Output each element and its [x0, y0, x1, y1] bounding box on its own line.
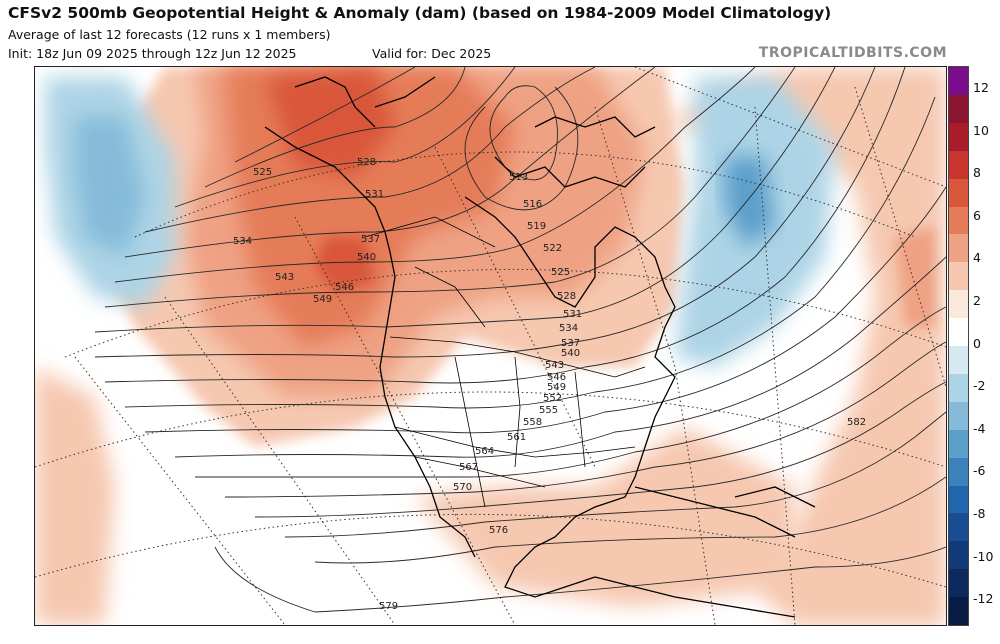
contour-label: 528	[357, 157, 376, 168]
map-panel: 525 528 531 534 537 540 543 546 549 513 …	[34, 66, 947, 626]
colorbar-tick-label: -12	[973, 591, 994, 607]
negative-anomaly-shading	[45, 77, 835, 367]
contour-label: 564	[475, 446, 494, 457]
contour-label: 519	[527, 221, 546, 232]
contour-label: 543	[545, 360, 564, 371]
contour-label: 546	[335, 282, 354, 293]
colorbar-segment	[949, 485, 968, 514]
colorbar-segment	[949, 262, 968, 291]
contour-label: 540	[357, 252, 376, 263]
contour-label: 531	[365, 189, 384, 200]
political-borders	[364, 216, 646, 508]
contour-label: 540	[561, 348, 580, 359]
colorbar-segment	[949, 401, 968, 431]
contour-label: 576	[489, 525, 508, 536]
colorbar-tick-label: 2	[973, 293, 981, 308]
colorbar-segment	[949, 290, 968, 319]
colorbar-segment	[949, 429, 968, 459]
contour-label: 525	[551, 267, 570, 278]
colorbar-segment	[949, 513, 968, 542]
colorbar-segment	[949, 597, 968, 626]
contour-label: 513	[509, 172, 528, 183]
height-contours	[94, 67, 946, 613]
contour-label: 552	[543, 393, 562, 404]
colorbar-tick-label: 10	[973, 122, 989, 138]
colorbar-segment	[949, 569, 968, 598]
map-canvas: 525 528 531 534 537 540 543 546 549 513 …	[35, 67, 946, 625]
colorbar-tick-label: 12	[973, 80, 989, 95]
colorbar-tick-label: -6	[973, 463, 986, 479]
contour-label: 534	[233, 236, 252, 247]
colorbar-segment	[949, 346, 968, 375]
contour-label: 570	[453, 482, 472, 493]
colorbar-tick-label: 0	[973, 335, 981, 351]
colorbar-segment	[949, 67, 968, 96]
colorbar-segment	[949, 541, 968, 570]
contour-label: 567	[459, 462, 478, 473]
colorbar-tick-label: 8	[973, 165, 981, 181]
colorbar-segment	[949, 373, 968, 403]
colorbar-tick-label: -2	[973, 378, 986, 394]
contour-label: 528	[557, 291, 576, 302]
contour-label: 531	[563, 309, 582, 320]
colorbar-tick-label: -10	[973, 548, 994, 564]
contour-label: 549	[547, 382, 566, 393]
contour-label: 546	[547, 372, 566, 383]
brand-watermark: TROPICALTIDBITS.COM	[758, 45, 947, 61]
colorbar-tick-label: -8	[973, 506, 986, 521]
contour-label: 555	[539, 405, 558, 416]
init-time: Init: 18z Jun 09 2025 through 12z Jun 12…	[8, 46, 297, 61]
graticule	[35, 67, 946, 625]
colorbar-segment	[949, 234, 968, 263]
colorbar-tick-label: 4	[973, 250, 981, 266]
valid-time: Valid for: Dec 2025	[372, 46, 492, 61]
contour-label: 537	[561, 338, 580, 349]
anomaly-colorbar	[948, 66, 969, 626]
chart-subtitle: Average of last 12 forecasts (12 runs x …	[8, 27, 331, 42]
contour-label: 561	[507, 432, 526, 443]
contour-labels: 525 528 531 534 537 540 543 546 549 513 …	[233, 157, 866, 612]
colorbar-tick-label: 6	[973, 207, 981, 223]
contour-label: 534	[559, 323, 578, 334]
contour-label: 558	[523, 417, 542, 428]
coastlines	[264, 76, 816, 618]
contour-label: 549	[313, 294, 332, 305]
contour-label: 582	[847, 417, 866, 428]
colorbar-segment	[949, 94, 968, 124]
colorbar-segment	[949, 122, 968, 152]
contour-label: 522	[543, 243, 562, 254]
contour-label: 537	[361, 234, 380, 245]
colorbar-tick-label: -4	[973, 420, 986, 436]
contour-label: 525	[253, 167, 272, 178]
contour-label: 516	[523, 199, 542, 210]
colorbar-segment	[949, 150, 968, 180]
contour-label: 543	[275, 272, 294, 283]
colorbar-segment	[949, 178, 968, 207]
colorbar-segment	[949, 206, 968, 235]
chart-title: CFSv2 500mb Geopotential Height & Anomal…	[8, 4, 832, 22]
colorbar-segment	[949, 457, 968, 486]
colorbar-segment	[949, 318, 968, 347]
contour-label: 579	[379, 601, 398, 612]
